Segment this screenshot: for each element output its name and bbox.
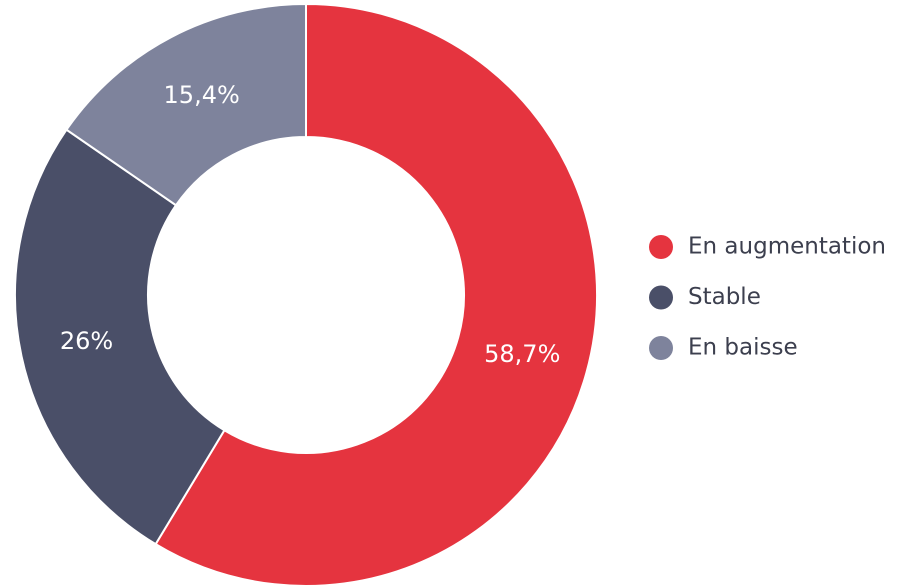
legend-swatch	[649, 235, 673, 259]
legend-swatch	[649, 285, 673, 310]
legend-label: En augmentation	[688, 234, 886, 260]
legend-label: Stable	[688, 284, 761, 310]
slice-label: 26%	[60, 327, 113, 355]
donut-slice	[154, 2, 598, 586]
legend-label: En baisse	[688, 335, 798, 361]
legend-swatch	[649, 336, 673, 360]
slice-label: 58,7%	[484, 340, 560, 368]
donut-slice	[65, 2, 307, 207]
donut-slice	[14, 128, 226, 546]
slice-label: 15,4%	[164, 81, 240, 109]
